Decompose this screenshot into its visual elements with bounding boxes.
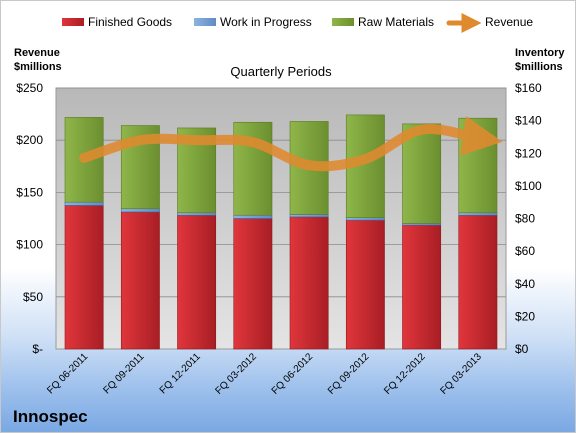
revenue-series [79, 116, 503, 172]
x-tick-label: FQ 03-2012 [213, 351, 259, 397]
chart-legend: Finished Goods Work in Progress Raw Mate… [62, 13, 533, 33]
right-tick-label: $160 [515, 81, 542, 95]
x-tick-label: FQ 06-2011 [45, 351, 90, 396]
bar-finished-goods [289, 216, 329, 350]
bar-work-in-progress [233, 214, 273, 219]
left-tick-label: $100 [16, 238, 43, 252]
right-axis-ticks: $0 $20 $40 $60 $80 $100 $120 $140 $160 [515, 81, 542, 356]
legend-swatch-finished-goods [62, 18, 84, 26]
bar-finished-goods [233, 218, 273, 350]
legend-label-revenue: Revenue [485, 15, 533, 29]
chart-title: Quarterly Periods [230, 64, 332, 79]
x-tick-label: FQ 12-2011 [158, 351, 203, 396]
legend-label-raw-materials: Raw Materials [358, 15, 434, 29]
right-tick-label: $140 [515, 114, 542, 128]
bar-finished-goods [458, 214, 498, 350]
bar-work-in-progress [289, 214, 329, 218]
left-tick-label: $250 [16, 81, 43, 95]
x-tick-label: FQ 03-2013 [438, 351, 484, 397]
legend-swatch-work-in-progress [194, 18, 216, 26]
right-axis-title-line1: Inventory [515, 47, 565, 59]
bar-work-in-progress [177, 212, 217, 216]
company-name: Innospec [13, 407, 88, 426]
right-tick-label: $80 [515, 212, 535, 226]
x-tick-label: FQ 09-2012 [326, 351, 372, 397]
x-tick-label: FQ 12-2012 [382, 351, 428, 397]
right-tick-label: $20 [515, 309, 535, 323]
right-tick-label: $40 [515, 277, 535, 291]
right-tick-label: $60 [515, 244, 535, 258]
bar-finished-goods [402, 224, 442, 350]
bar-work-in-progress [345, 217, 385, 221]
bar-finished-goods [345, 219, 385, 350]
x-axis-ticks: FQ 06-2011 FQ 09-2011 FQ 12-2011 FQ 03-2012… [45, 351, 484, 397]
x-tick-label: FQ 06-2012 [270, 351, 316, 397]
legend-label-work-in-progress: Work in Progress [220, 15, 312, 29]
left-tick-label: $150 [16, 185, 43, 199]
left-axis-ticks: $- $50 $100 $150 $200 $250 [16, 81, 43, 356]
legend-swatch-raw-materials [332, 18, 354, 26]
left-tick-label: $- [32, 342, 43, 356]
legend-label-finished-goods: Finished Goods [88, 15, 172, 29]
right-axis-title-line2: $millions [515, 61, 563, 73]
x-tick-label: FQ 09-2011 [102, 351, 147, 396]
right-tick-label: $120 [515, 146, 542, 160]
revenue-line [79, 116, 503, 172]
bar-work-in-progress [458, 212, 498, 216]
right-tick-label: $100 [515, 179, 542, 193]
bar-raw-materials [402, 123, 442, 224]
left-axis-title-line2: $millions [14, 61, 62, 73]
left-tick-label: $200 [16, 133, 43, 147]
left-tick-label: $50 [23, 290, 43, 304]
bar-finished-goods [64, 205, 104, 350]
bar-finished-goods [120, 211, 160, 350]
left-axis-title-line1: Revenue [14, 47, 60, 59]
bar-finished-goods [177, 214, 217, 350]
bar-work-in-progress [120, 208, 160, 213]
bar-work-in-progress [64, 201, 104, 206]
right-tick-label: $0 [515, 342, 529, 356]
